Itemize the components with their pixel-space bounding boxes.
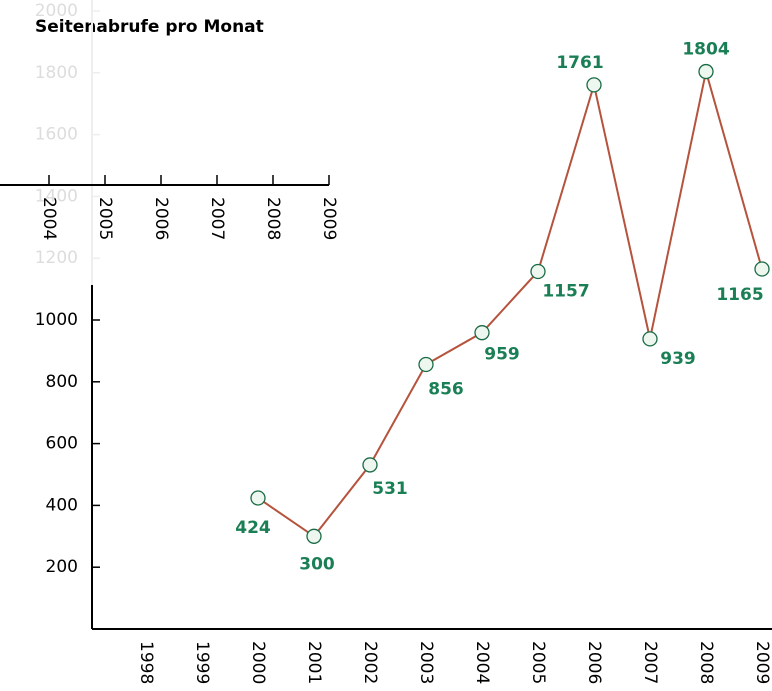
overlay-tick-label: 2004 [39,197,59,240]
y-tick-label: 400 [46,495,78,515]
x-tick-label: 2007 [640,641,660,684]
overlay-tick-label: 2007 [207,197,227,240]
overlay-tick-label: 2008 [263,197,283,240]
line [257,71,763,538]
x-tick-label: 1999 [192,641,212,684]
point [754,261,770,277]
point [586,77,602,93]
y-tick-label: 2000 [35,1,78,21]
overlay-tick-label: 2005 [95,197,115,240]
data-label: 1761 [556,53,603,73]
data-label: 1804 [682,40,729,60]
y-tick-label: 1600 [35,125,78,145]
y-tick-label: 1000 [35,310,78,330]
x-tick-label: 2001 [304,641,324,684]
y-tick-label: 600 [46,434,78,454]
data-label: 1165 [716,285,763,305]
x-tick-label: 2003 [416,641,436,684]
data-label: 1157 [542,281,589,301]
point [530,263,546,280]
x-tick-label: 2008 [696,641,716,684]
point [250,490,266,506]
x-tick-label: 2005 [528,641,548,684]
x-tick-label: 2004 [472,641,492,684]
x-tick-label: 2002 [360,641,380,684]
point [418,356,434,373]
point [474,325,490,341]
data-label: 531 [372,479,408,499]
data-label: 424 [235,518,271,538]
point [698,63,714,80]
x-tick-label: 2009 [752,641,772,684]
x-tick-label: 2000 [248,641,268,684]
point [362,457,378,473]
y-tick-label: 800 [46,372,78,392]
data-label: 939 [660,349,696,369]
x-tick-label: 2006 [584,641,604,684]
point [642,331,658,347]
data-label: 856 [428,379,464,399]
y-tick-label: 200 [46,557,78,577]
data-label: 300 [299,554,335,574]
y-tick-label: 1400 [35,186,78,206]
point [306,528,322,544]
y-tick-label: 1800 [35,63,78,83]
y-tick-label: 1200 [35,248,78,268]
x-tick-label: 1998 [136,641,156,684]
data-label: 959 [484,345,520,365]
overlay-tick-label: 2006 [151,197,171,240]
overlay-tick-label: 2009 [319,197,339,240]
